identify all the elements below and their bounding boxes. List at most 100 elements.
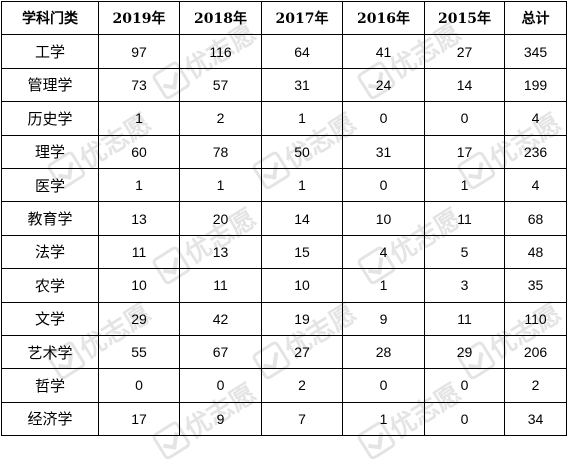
header-2018: 2018年: [179, 0, 262, 36]
cell-2017: 2: [261, 368, 343, 403]
cell-total: 34: [504, 401, 567, 437]
cell-2015: 5: [424, 234, 505, 270]
header-total: 总计: [504, 0, 567, 36]
header-2017: 2017年: [261, 0, 343, 36]
cell-total: 236: [504, 134, 567, 169]
cell-2018: 2: [179, 101, 262, 136]
table-row: 管理学 73 57 31 24 14 199: [1, 67, 567, 103]
cell-2017: 14: [261, 201, 343, 236]
cell-2016: 4: [342, 234, 425, 270]
cell-2015: 27: [424, 34, 505, 69]
cell-2019: 1: [98, 167, 180, 203]
table-row: 经济学 17 9 7 1 0 34: [1, 401, 567, 437]
cell-discipline: 医学: [1, 167, 99, 203]
cell-2017: 1: [261, 167, 343, 203]
cell-total: 2: [504, 368, 567, 403]
header-2019: 2019年: [98, 0, 180, 36]
cell-2019: 29: [98, 301, 180, 336]
cell-2018: 116: [179, 34, 262, 69]
cell-total: 110: [504, 301, 567, 336]
cell-discipline: 文学: [1, 301, 99, 336]
cell-2018: 78: [179, 134, 262, 169]
table-row: 艺术学 55 67 27 28 29 206: [1, 334, 567, 370]
cell-2018: 57: [179, 67, 262, 103]
cell-2016: 0: [342, 167, 425, 203]
header-row: 学科门类 2019年 2018年 2017年 2016年 2015年 总计: [1, 0, 567, 36]
cell-2017: 64: [261, 34, 343, 69]
cell-2019: 17: [98, 401, 180, 437]
header-2016: 2016年: [342, 0, 425, 36]
cell-discipline: 经济学: [1, 401, 99, 437]
cell-2019: 60: [98, 134, 180, 169]
cell-2017: 10: [261, 268, 343, 303]
cell-discipline: 理学: [1, 134, 99, 169]
cell-2019: 97: [98, 34, 180, 69]
header-2015: 2015年: [424, 0, 505, 36]
cell-total: 35: [504, 268, 567, 303]
cell-discipline: 管理学: [1, 67, 99, 103]
cell-total: 4: [504, 101, 567, 136]
cell-2019: 11: [98, 234, 180, 270]
header-discipline: 学科门类: [1, 0, 99, 36]
cell-discipline: 艺术学: [1, 334, 99, 370]
cell-discipline: 农学: [1, 268, 99, 303]
cell-2015: 1: [424, 167, 505, 203]
cell-2018: 13: [179, 234, 262, 270]
cell-2018: 67: [179, 334, 262, 370]
table-row: 农学 10 11 10 1 3 35: [1, 268, 567, 303]
cell-2019: 0: [98, 368, 180, 403]
cell-2019: 55: [98, 334, 180, 370]
cell-2016: 1: [342, 401, 425, 437]
cell-discipline: 哲学: [1, 368, 99, 403]
cell-2015: 14: [424, 67, 505, 103]
cell-2016: 24: [342, 67, 425, 103]
cell-2018: 42: [179, 301, 262, 336]
cell-2017: 50: [261, 134, 343, 169]
table-row: 教育学 13 20 14 10 11 68: [1, 201, 567, 236]
cell-2018: 20: [179, 201, 262, 236]
cell-2015: 3: [424, 268, 505, 303]
cell-2019: 10: [98, 268, 180, 303]
table-body: 工学 97 116 64 41 27 345 管理学 73 57 31 24 14 199 历史学 1 2 1 0 0…: [1, 34, 567, 437]
cell-2019: 13: [98, 201, 180, 236]
cell-discipline: 法学: [1, 234, 99, 270]
cell-2018: 11: [179, 268, 262, 303]
cell-2016: 31: [342, 134, 425, 169]
table-row: 哲学 0 0 2 0 0 2: [1, 368, 567, 403]
cell-2016: 41: [342, 34, 425, 69]
cell-2018: 0: [179, 368, 262, 403]
table-row: 理学 60 78 50 31 17 236: [1, 134, 567, 169]
cell-total: 199: [504, 67, 567, 103]
cell-2015: 11: [424, 301, 505, 336]
cell-2015: 29: [424, 334, 505, 370]
cell-2019: 73: [98, 67, 180, 103]
cell-2017: 7: [261, 401, 343, 437]
cell-discipline: 历史学: [1, 101, 99, 136]
cell-discipline: 教育学: [1, 201, 99, 236]
cell-discipline: 工学: [1, 34, 99, 69]
cell-2017: 27: [261, 334, 343, 370]
cell-2016: 1: [342, 268, 425, 303]
cell-2017: 1: [261, 101, 343, 136]
cell-total: 4: [504, 167, 567, 203]
cell-total: 48: [504, 234, 567, 270]
cell-2018: 9: [179, 401, 262, 437]
cell-2015: 11: [424, 201, 505, 236]
table-row: 工学 97 116 64 41 27 345: [1, 34, 567, 69]
cell-2015: 0: [424, 101, 505, 136]
cell-2017: 15: [261, 234, 343, 270]
cell-2017: 31: [261, 67, 343, 103]
cell-total: 206: [504, 334, 567, 370]
table-row: 医学 1 1 1 0 1 4: [1, 167, 567, 203]
table-row: 法学 11 13 15 4 5 48: [1, 234, 567, 270]
cell-2015: 0: [424, 401, 505, 437]
cell-total: 68: [504, 201, 567, 236]
table-row: 文学 29 42 19 9 11 110: [1, 301, 567, 336]
cell-2015: 17: [424, 134, 505, 169]
cell-2015: 0: [424, 368, 505, 403]
cell-2018: 1: [179, 167, 262, 203]
cell-total: 345: [504, 34, 567, 69]
cell-2016: 0: [342, 368, 425, 403]
cell-2016: 0: [342, 101, 425, 136]
cell-2019: 1: [98, 101, 180, 136]
